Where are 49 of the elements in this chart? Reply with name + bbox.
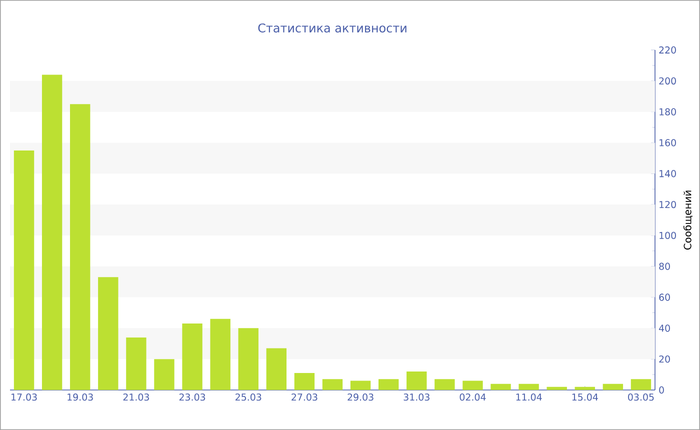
y-tick-label: 180 [660,108,676,116]
bar [266,348,287,390]
bar [210,318,230,390]
y-tick-label: 140 [660,170,676,178]
y-tick-label: 60 [659,294,670,301]
bar [42,74,62,390]
y-tick-label: 20 [659,356,670,363]
bar [14,150,34,390]
x-tick-label: 11.04 [516,394,542,401]
bar [630,379,652,390]
bar [182,324,202,390]
y-tick-label: 0 [659,386,664,394]
bar [574,386,595,390]
bar [602,384,624,390]
bar [546,386,567,390]
y-tick-label: 80 [659,262,670,270]
y-axis-title: Сообщений [683,190,693,250]
y-tick-label: 40 [658,324,670,332]
x-tick-label: 02.04 [460,394,486,401]
y-tick-label: 160 [660,139,676,146]
bar [98,277,118,390]
bar [490,384,511,390]
bar [322,379,343,390]
bar [70,104,90,390]
x-tick-label: 17.03 [12,394,37,401]
bar [378,379,399,390]
bar [350,380,371,390]
x-tick-label: 15.04 [572,394,598,401]
y-tick-label: 220 [659,46,676,54]
chart-title: Статистика активности [258,23,406,32]
bar [126,337,146,390]
x-tick-label: 27.03 [292,394,318,401]
x-tick-label: 29.03 [348,394,374,401]
bar [238,328,258,390]
bar [154,359,174,390]
x-tick-label: 23.03 [179,394,206,401]
x-tick-label: 19.03 [68,394,93,401]
bar [294,373,315,390]
y-tick-label: 200 [659,77,676,84]
bar [462,380,483,390]
x-tick-label: 21.03 [123,394,149,401]
bar [518,384,539,390]
x-tick-label: 03.05 [628,394,654,401]
bar [434,379,455,390]
y-tick-label: 100 [660,232,676,240]
x-tick-label: 31.03 [404,394,430,401]
bar [406,371,427,390]
x-tick-label: 25.03 [236,394,262,401]
y-tick-label: 120 [660,200,676,208]
